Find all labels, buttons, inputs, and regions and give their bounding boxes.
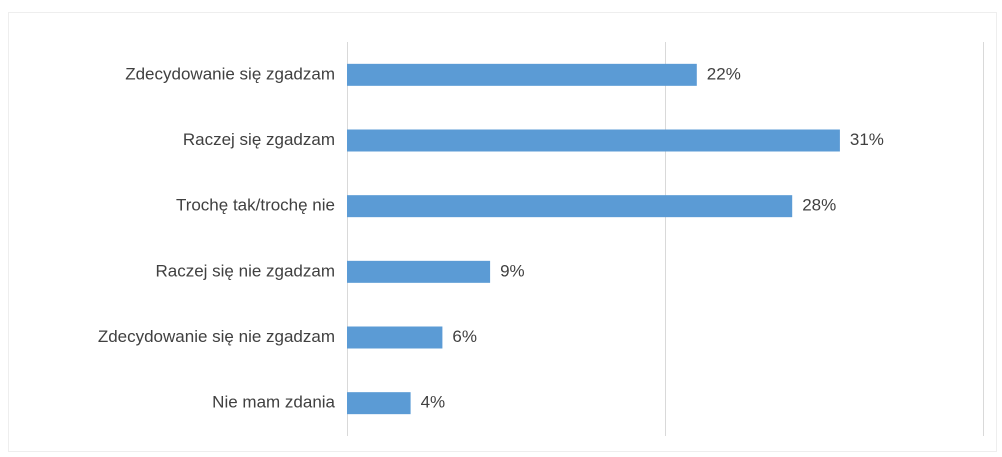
data-label: 4% [421,393,446,412]
data-label: 28% [802,196,836,215]
y-tick-label: Raczej się zgadzam [183,130,335,149]
y-tick-label: Zdecydowanie się zgadzam [125,64,335,83]
y-tick-label: Zdecydowanie się nie zgadzam [98,327,335,346]
y-tick-label: Raczej się nie zgadzam [155,261,335,280]
y-tick-label: Nie mam zdania [212,393,335,412]
data-label: 6% [452,327,477,346]
y-tick-label: Trochę tak/trochę nie [176,196,335,215]
bar [347,260,491,283]
data-label: 31% [850,130,884,149]
bar [347,63,697,86]
data-label: 9% [500,261,525,280]
bar [347,129,840,152]
bar [347,392,411,415]
data-label: 22% [707,64,741,83]
bar [347,326,443,349]
bar [347,195,793,218]
